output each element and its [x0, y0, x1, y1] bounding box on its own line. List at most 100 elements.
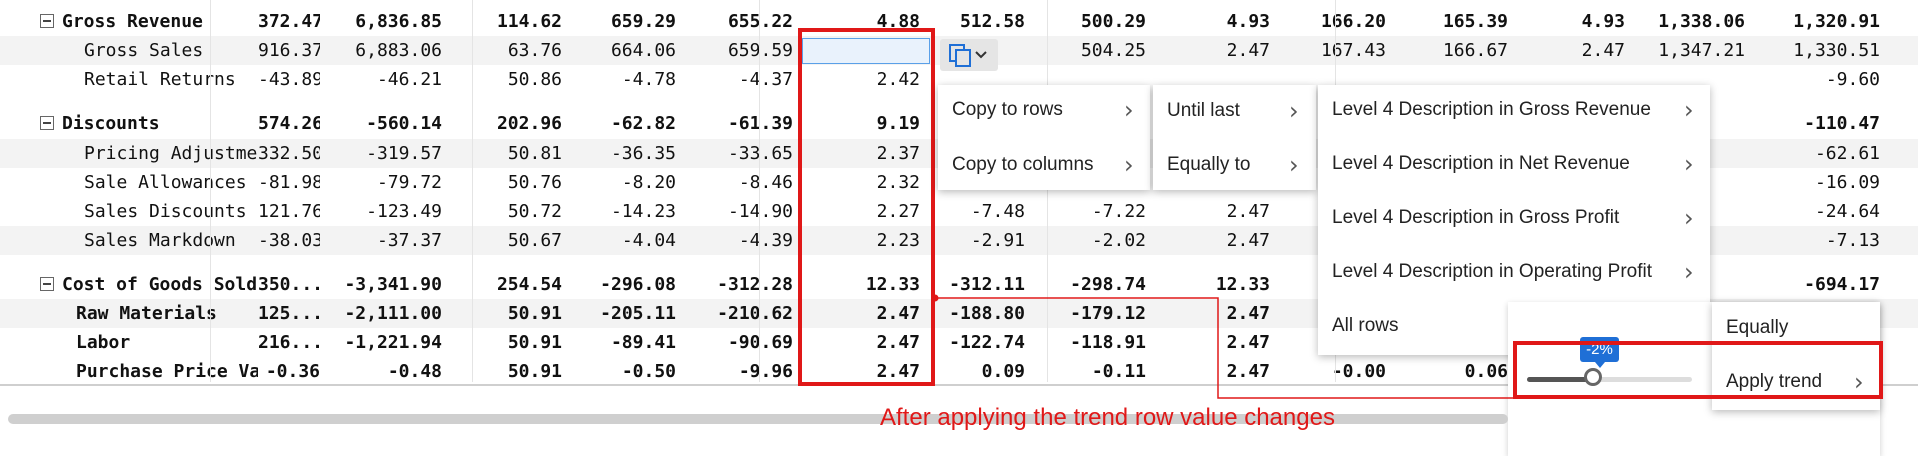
table-cell[interactable]: -8.20 — [621, 172, 676, 193]
table-cell[interactable]: -0.00 — [1331, 361, 1386, 382]
table-cell[interactable]: 2.47 — [1226, 303, 1270, 324]
table-cell[interactable]: 6,883.06 — [355, 40, 442, 61]
table-cell[interactable]: -89.41 — [610, 332, 676, 353]
table-cell[interactable]: 2.47 — [876, 332, 920, 353]
table-cell[interactable]: -312.28 — [717, 274, 793, 295]
table-cell[interactable]: -43.89 — [258, 69, 320, 90]
table-cell[interactable]: -4.78 — [621, 69, 676, 90]
row-label[interactable]: Raw Materials — [0, 299, 258, 328]
table-cell[interactable]: -298.74 — [1070, 274, 1146, 295]
table-cell[interactable]: 50.86 — [507, 69, 562, 90]
table-cell[interactable]: 4.93 — [1581, 11, 1625, 32]
table-cell[interactable]: -210.62 — [717, 303, 793, 324]
table-cell[interactable]: 50.67 — [507, 230, 562, 251]
table-cell[interactable]: -2.02 — [1091, 230, 1146, 251]
table-cell[interactable]: 50.91 — [507, 361, 562, 382]
table-cell[interactable]: 2.47 — [1226, 201, 1270, 222]
trend-slider[interactable] — [1527, 368, 1692, 386]
table-cell[interactable]: 12.33 — [865, 274, 920, 295]
menu-item-all-rows[interactable]: All rows — [1332, 315, 1399, 336]
table-cell[interactable]: -62.82 — [610, 113, 676, 134]
table-cell[interactable]: 12.33 — [1215, 274, 1270, 295]
table-cell[interactable]: -38.03 — [258, 230, 320, 251]
table-cell[interactable]: 1,320.91 — [1793, 11, 1880, 32]
table-cell[interactable]: 0.06 — [1464, 361, 1508, 382]
table-cell[interactable]: 504.25 — [1080, 40, 1146, 61]
table-cell[interactable]: -9.60 — [1825, 69, 1880, 90]
table-cell[interactable]: -7.13 — [1825, 230, 1880, 251]
table-cell[interactable]: -1,221.94 — [344, 332, 442, 353]
row-label[interactable]: Retail Returns — [0, 65, 258, 94]
table-cell[interactable]: 2.47 — [1226, 40, 1270, 61]
table-cell[interactable]: 916.37 — [258, 40, 320, 61]
table-cell[interactable]: -188.80 — [949, 303, 1025, 324]
table-cell[interactable]: -4.37 — [738, 69, 793, 90]
row-label[interactable]: Discounts — [0, 109, 258, 138]
row-label[interactable]: Pricing Adjustme — [0, 139, 258, 168]
row-label[interactable]: Sales Discounts — [0, 197, 258, 226]
table-cell[interactable]: 114.62 — [496, 11, 562, 32]
table-cell[interactable]: 372.47 — [258, 11, 320, 32]
table-cell[interactable]: -90.69 — [727, 332, 793, 353]
row-label[interactable]: Gross Sales — [0, 36, 258, 65]
table-cell[interactable]: 2.42 — [876, 69, 920, 90]
table-cell[interactable]: -205.11 — [600, 303, 676, 324]
table-cell[interactable]: 50.76 — [507, 172, 562, 193]
table-cell[interactable]: -118.91 — [1070, 332, 1146, 353]
table-cell[interactable]: 655.22 — [727, 11, 793, 32]
table-cell[interactable]: 2.47 — [1226, 332, 1270, 353]
menu-item-copy-to-columns[interactable]: Copy to columns — [952, 154, 1094, 175]
table-cell[interactable]: -81.98 — [258, 172, 320, 193]
table-cell[interactable]: 216... — [258, 332, 320, 353]
table-cell[interactable]: 0.09 — [981, 361, 1025, 382]
horizontal-scrollbar[interactable] — [8, 414, 1508, 424]
table-cell[interactable]: -9.96 — [738, 361, 793, 382]
row-label[interactable]: Sales Markdown — [0, 226, 258, 255]
menu-item-copy-to-rows[interactable]: Copy to rows — [952, 99, 1063, 120]
menu-item-equally[interactable]: Equally — [1726, 317, 1789, 338]
table-cell[interactable]: 574.26 — [258, 113, 320, 134]
table-cell[interactable]: 659.59 — [727, 40, 793, 61]
table-cell[interactable]: -7.48 — [970, 201, 1025, 222]
table-cell[interactable]: -14.23 — [610, 201, 676, 222]
table-cell[interactable]: 50.81 — [507, 143, 562, 164]
table-cell[interactable]: 2.27 — [876, 201, 920, 222]
table-cell[interactable]: -4.04 — [621, 230, 676, 251]
table-cell[interactable]: -122.74 — [949, 332, 1025, 353]
table-cell[interactable]: -296.08 — [600, 274, 676, 295]
table-cell[interactable]: 125... — [258, 303, 320, 324]
table-cell[interactable]: 512.58 — [959, 11, 1025, 32]
table-cell[interactable]: 2.47 — [876, 361, 920, 382]
table-cell[interactable]: -2.91 — [970, 230, 1025, 251]
menu-item-level4-operating-profit[interactable]: Level 4 Description in Operating Profit — [1332, 261, 1652, 282]
table-cell[interactable]: -179.12 — [1070, 303, 1146, 324]
menu-item-level4-net-revenue[interactable]: Level 4 Description in Net Revenue — [1332, 153, 1630, 174]
table-cell[interactable]: -110.47 — [1804, 113, 1880, 134]
menu-item-equally-to[interactable]: Equally to — [1167, 154, 1251, 175]
table-cell[interactable]: 2.47 — [1226, 230, 1270, 251]
minus-square-icon[interactable] — [40, 14, 54, 28]
menu-item-level4-gross-profit[interactable]: Level 4 Description in Gross Profit — [1332, 207, 1620, 228]
row-label[interactable]: Sale Allowances — [0, 168, 258, 197]
table-cell[interactable]: 1,330.51 — [1793, 40, 1880, 61]
row-label[interactable]: Purchase Price Va — [0, 357, 258, 386]
table-cell[interactable]: -14.90 — [727, 201, 793, 222]
table-cell[interactable]: 500.29 — [1080, 11, 1146, 32]
table-cell[interactable]: -0.48 — [387, 361, 442, 382]
table-cell[interactable]: 1,338.06 — [1658, 11, 1745, 32]
copy-paste-button[interactable] — [940, 39, 998, 71]
table-cell[interactable]: 50.91 — [507, 303, 562, 324]
table-cell[interactable]: -319.57 — [366, 143, 442, 164]
table-cell[interactable]: 2.23 — [876, 230, 920, 251]
row-label[interactable]: Gross Revenue — [0, 7, 258, 36]
table-cell[interactable]: 332.50 — [258, 143, 320, 164]
table-cell[interactable]: -61.39 — [727, 113, 793, 134]
table-cell[interactable]: -0.50 — [621, 361, 676, 382]
table-cell[interactable]: 4.88 — [876, 11, 920, 32]
table-cell[interactable]: 166.67 — [1442, 40, 1508, 61]
minus-square-icon[interactable] — [40, 116, 54, 130]
row-label[interactable]: Cost of Goods Sold — [0, 270, 258, 299]
table-cell[interactable]: 254.54 — [496, 274, 562, 295]
table-cell[interactable]: 166.20 — [1320, 11, 1386, 32]
table-cell[interactable]: -312.11 — [949, 274, 1025, 295]
